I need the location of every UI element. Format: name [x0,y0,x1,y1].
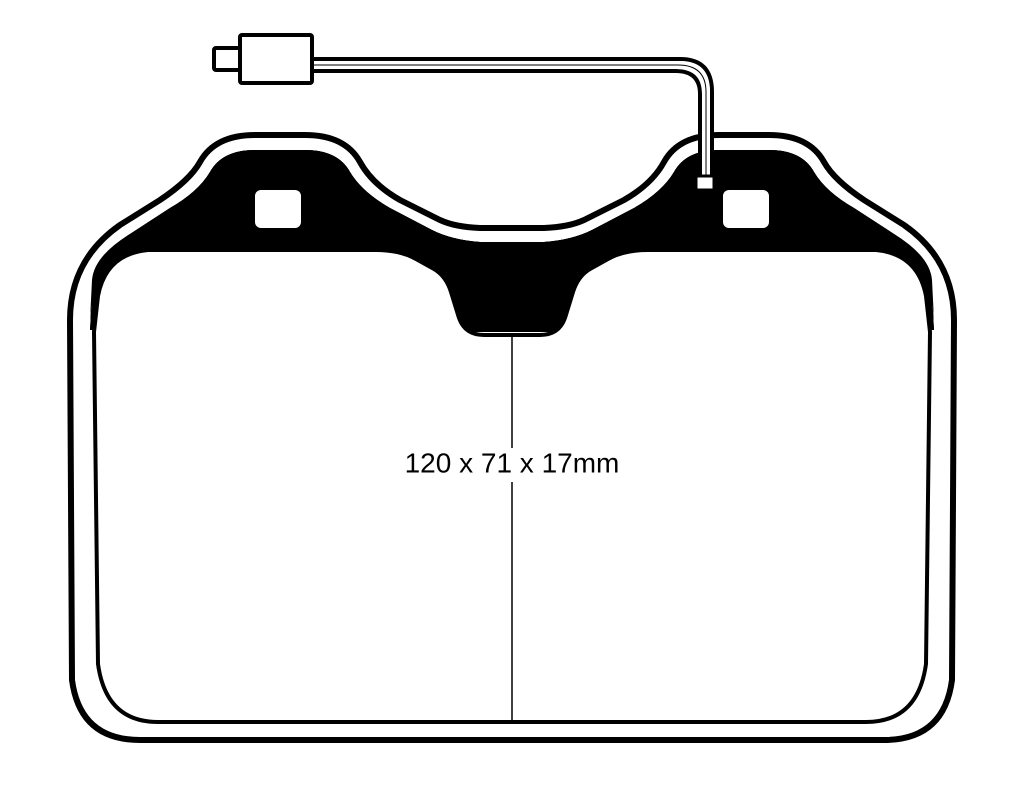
sensor-wire-outer2 [312,71,700,180]
sensor-entry [696,176,714,190]
brake-pad-diagram: 120 x 71 x 17mm [0,0,1024,791]
sensor-plug [214,48,240,70]
sensor-connector [240,35,312,83]
sensor-wire-fill [312,61,710,180]
mounting-hole-left [255,190,301,228]
sensor-wire-outer [312,59,712,180]
mounting-hole-right [723,190,769,228]
dimension-text: 120 x 71 x 17mm [405,447,620,478]
backing-plate-clean [90,150,934,335]
sensor-wire-inner [312,65,706,180]
